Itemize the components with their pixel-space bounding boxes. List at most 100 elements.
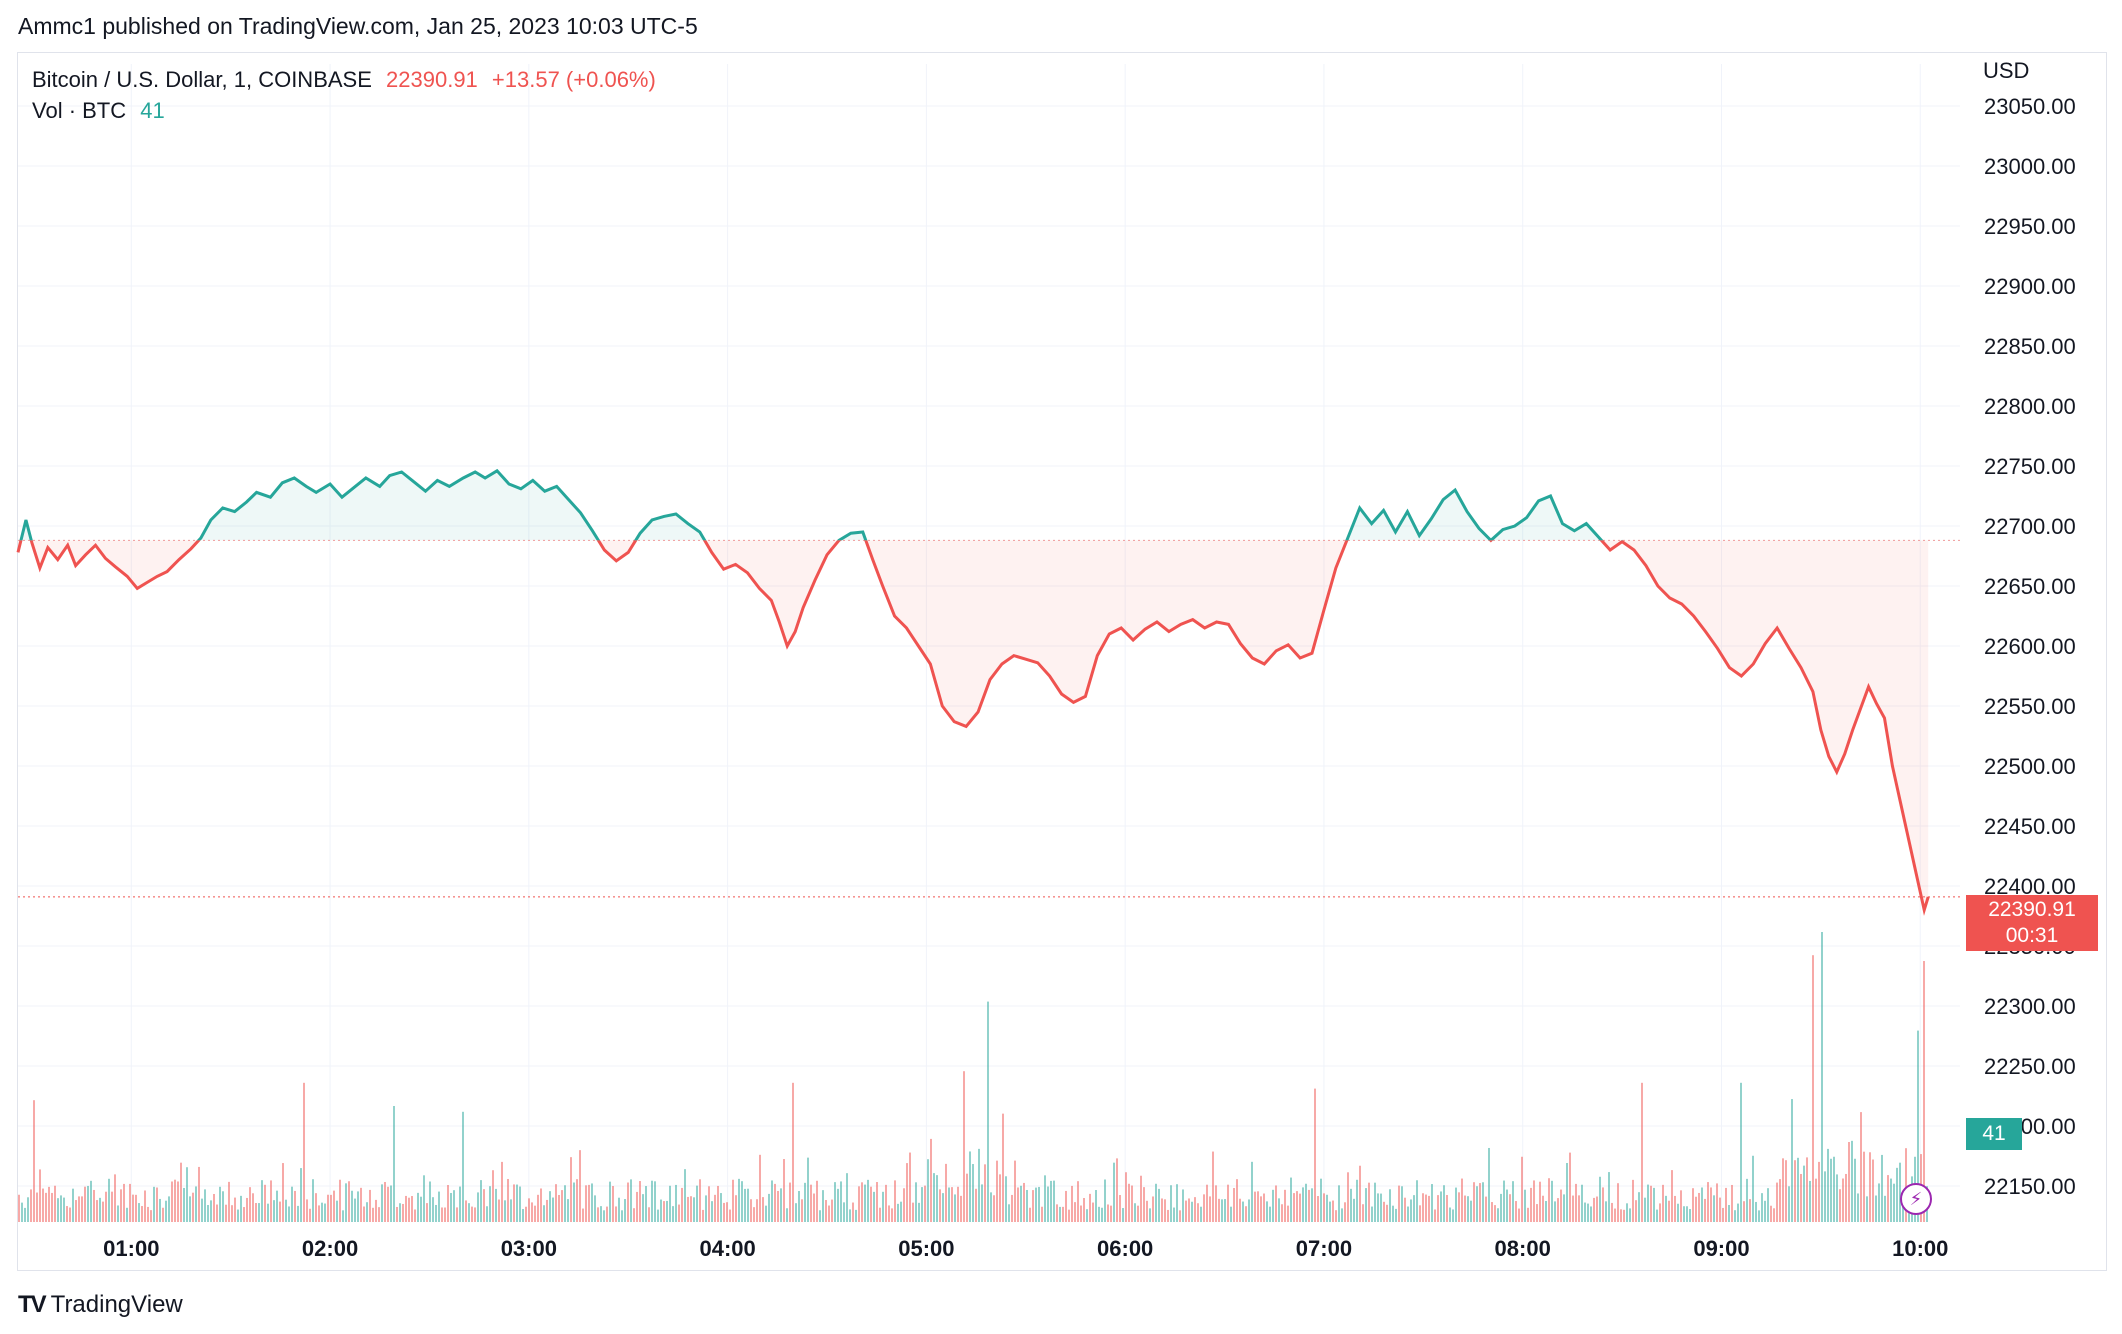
volume-bar <box>378 1207 380 1222</box>
chart-legend: Bitcoin / U.S. Dollar, 1, COINBASE 22390… <box>32 64 656 126</box>
volume-bar <box>1710 1187 1712 1222</box>
volume-bar <box>159 1198 161 1222</box>
volume-bar <box>363 1206 365 1222</box>
volume-bar <box>1395 1208 1397 1222</box>
currency-label[interactable]: USD <box>1983 58 2030 83</box>
volume-bar <box>1806 1157 1808 1222</box>
volume-bar <box>771 1180 773 1222</box>
volume-bar <box>1128 1183 1130 1222</box>
volume-bar <box>117 1205 119 1222</box>
volume-bar <box>1134 1203 1136 1222</box>
volume-bar <box>471 1206 473 1222</box>
volume-bar <box>510 1199 512 1222</box>
volume-bar <box>303 1082 305 1222</box>
volume-bar <box>909 1152 911 1222</box>
volume-bar <box>246 1197 248 1222</box>
volume-bar <box>237 1209 239 1222</box>
volume-bar <box>30 1189 32 1222</box>
volume-bar <box>1776 1182 1778 1222</box>
legend-volume-row[interactable]: Vol · BTC 41 <box>32 95 656 126</box>
volume-bar <box>1767 1188 1769 1222</box>
volume-bar <box>954 1194 956 1222</box>
volume-bar <box>1146 1200 1148 1222</box>
volume-bar <box>54 1185 56 1222</box>
volume-bar <box>300 1168 302 1222</box>
volume-bar <box>1152 1196 1154 1222</box>
volume-bar <box>1497 1208 1499 1222</box>
volume-bar <box>1623 1209 1625 1222</box>
lightning-icon[interactable]: ⚡ <box>1900 1183 1932 1215</box>
volume-bar <box>1188 1198 1190 1222</box>
volume-bar <box>603 1210 605 1222</box>
volume-bar <box>48 1186 50 1222</box>
volume-bar <box>591 1183 593 1222</box>
legend-volume-label: Vol · BTC <box>32 98 127 123</box>
volume-bar <box>462 1111 464 1222</box>
volume-bar <box>1605 1201 1607 1222</box>
volume-bar <box>549 1191 551 1222</box>
volume-bar <box>465 1200 467 1222</box>
volume-bar <box>477 1192 479 1222</box>
volume-bar <box>573 1182 575 1222</box>
volume-bar <box>1548 1178 1550 1222</box>
volume-bar <box>57 1198 59 1222</box>
volume-bar <box>1482 1182 1484 1222</box>
volume-bar <box>1473 1182 1475 1222</box>
volume-bar <box>21 1202 23 1222</box>
volume-bar <box>1422 1193 1424 1222</box>
volume-bar <box>1656 1209 1658 1222</box>
volume-bar <box>1410 1199 1412 1222</box>
volume-bar <box>1635 1200 1637 1222</box>
volume-bar <box>42 1188 44 1222</box>
volume-bar <box>1815 1178 1817 1222</box>
volume-bar <box>1338 1185 1340 1222</box>
volume-bar <box>519 1186 521 1222</box>
volume-bar <box>1086 1209 1088 1222</box>
volume-bar <box>708 1186 710 1222</box>
tradingview-brand[interactable]: TV TradingView <box>18 1291 183 1319</box>
volume-bar <box>600 1206 602 1222</box>
volume-bar <box>1578 1195 1580 1222</box>
volume-bar <box>711 1201 713 1222</box>
volume-bar <box>1305 1183 1307 1222</box>
volume-bar <box>1131 1185 1133 1222</box>
volume-bar <box>504 1200 506 1222</box>
volume-bar <box>936 1175 938 1222</box>
volume-bar <box>1227 1184 1229 1222</box>
volume-bar <box>309 1208 311 1222</box>
volume-bar <box>336 1200 338 1222</box>
volume-bar <box>393 1106 395 1222</box>
volume-bar <box>1068 1209 1070 1222</box>
volume-bar <box>183 1187 185 1222</box>
volume-bar <box>531 1202 533 1222</box>
volume-bar <box>105 1191 107 1222</box>
volume-bar <box>1302 1187 1304 1222</box>
volume-bar <box>150 1210 152 1222</box>
volume-bar <box>1485 1196 1487 1222</box>
volume-bar <box>234 1197 236 1222</box>
volume-bar <box>198 1166 200 1222</box>
y-tick-label: 22400.00 <box>1984 874 2076 899</box>
volume-bar <box>759 1154 761 1222</box>
volume-bar <box>1353 1198 1355 1222</box>
volume-bar <box>1182 1189 1184 1222</box>
volume-bar <box>429 1181 431 1222</box>
volume-bar <box>1647 1184 1649 1222</box>
volume-bar <box>1848 1142 1850 1222</box>
volume-bar <box>444 1207 446 1222</box>
volume-bar <box>207 1205 209 1222</box>
volume-bar <box>657 1209 659 1222</box>
volume-bar <box>1308 1189 1310 1222</box>
tradingview-logo-icon: TV <box>18 1291 47 1318</box>
legend-symbol-row[interactable]: Bitcoin / U.S. Dollar, 1, COINBASE 22390… <box>32 64 656 95</box>
volume-bar <box>546 1199 548 1222</box>
volume-bar <box>1011 1194 1013 1222</box>
volume-bar <box>1257 1191 1259 1222</box>
volume-bar <box>615 1206 617 1222</box>
volume-bar <box>243 1207 245 1222</box>
volume-bar <box>1611 1202 1613 1222</box>
volume-bar <box>1869 1152 1871 1222</box>
volume-bar <box>1446 1194 1448 1222</box>
volume-bar <box>729 1209 731 1222</box>
